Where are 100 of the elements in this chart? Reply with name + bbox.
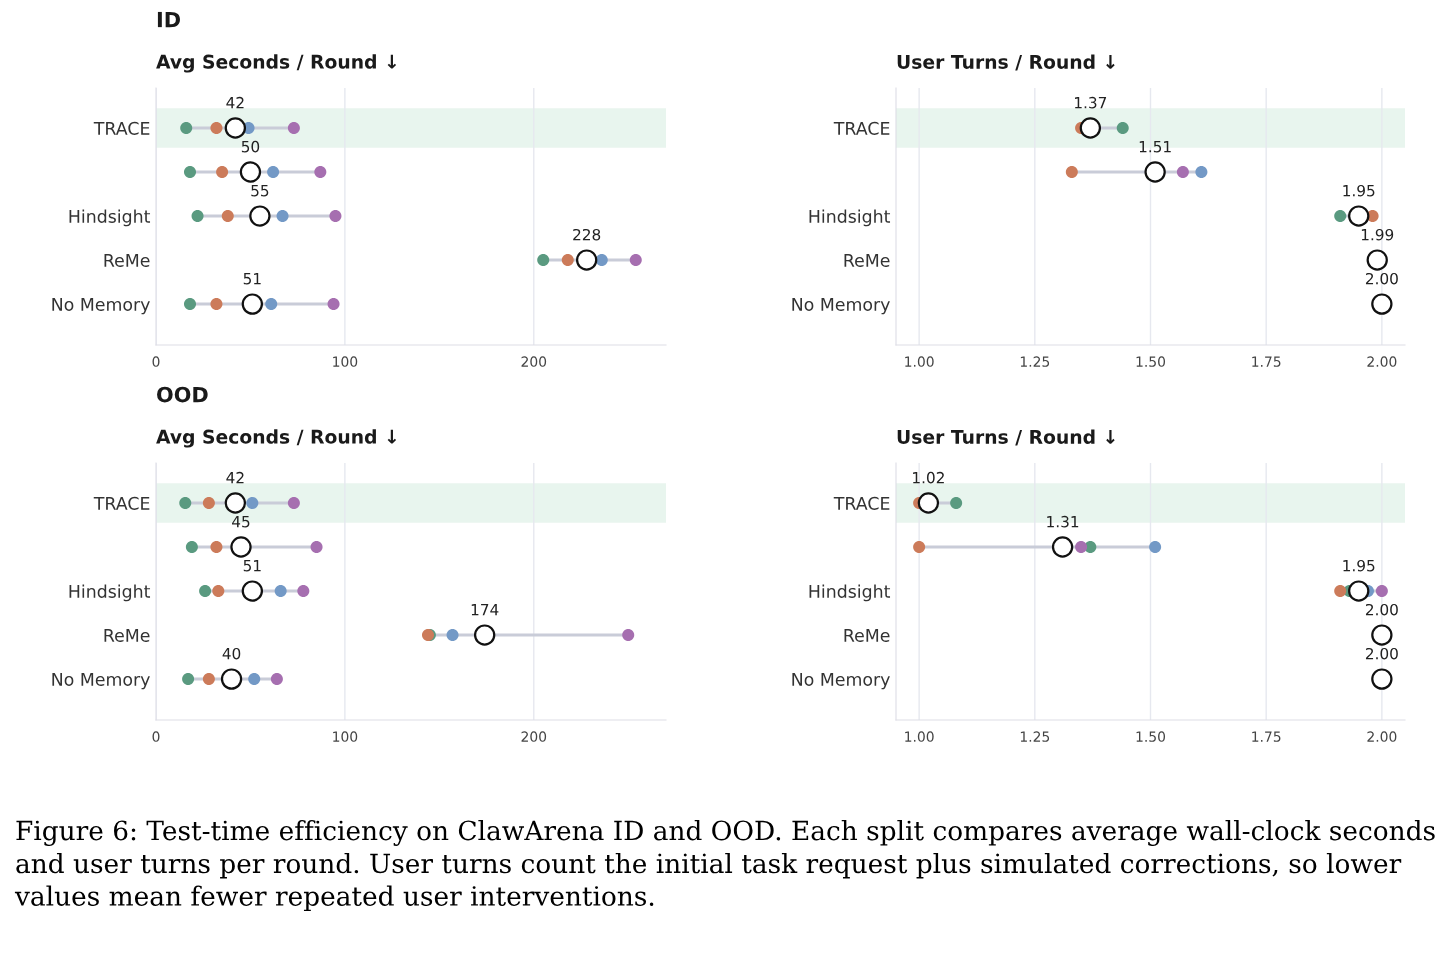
data-label: 2.00 xyxy=(1365,272,1398,285)
data-label: 42 xyxy=(226,96,244,109)
point xyxy=(220,668,243,690)
point xyxy=(1371,624,1393,646)
data-label: 50 xyxy=(241,140,260,153)
point xyxy=(287,497,300,510)
point xyxy=(1371,668,1393,690)
point xyxy=(202,673,215,686)
point xyxy=(314,166,327,179)
y-tick-label: Hindsight xyxy=(809,209,891,227)
point xyxy=(1371,293,1393,315)
x-tick-label: 200 xyxy=(521,356,547,367)
data-label: 1.02 xyxy=(913,471,944,484)
data-label: 1.51 xyxy=(1139,141,1171,153)
point xyxy=(629,254,642,267)
caption: Figure 6: Test-time efficiency on ClawArena ID and OOD. Each split compares average wall-clock seconds and user turns per round. User turns count the initial task request plus simulated corrections, so lower values mean fewer repeated user interventions. xyxy=(14,820,1435,912)
point xyxy=(210,298,223,311)
point xyxy=(241,580,264,602)
chart-title: OOD xyxy=(157,386,208,403)
point xyxy=(216,166,229,179)
point xyxy=(329,210,342,223)
point xyxy=(1348,580,1370,602)
point xyxy=(267,166,280,179)
point xyxy=(182,673,195,686)
point xyxy=(1348,205,1370,227)
x-tick-label: 1.00 xyxy=(905,356,934,367)
point xyxy=(246,497,259,510)
data-label: 228 xyxy=(573,228,601,241)
point xyxy=(287,122,300,135)
y-tick-label: ReMe xyxy=(844,629,890,642)
point xyxy=(575,249,598,271)
x-tick-label: 1.75 xyxy=(1252,356,1281,367)
x-tick-label: 0 xyxy=(152,731,160,742)
data-label: 45 xyxy=(232,516,250,528)
y-tick-label: ReMe xyxy=(104,254,150,267)
point xyxy=(239,161,262,183)
data-label: 1.99 xyxy=(1361,228,1394,241)
point xyxy=(249,205,271,227)
x-tick-label: 1.25 xyxy=(1020,731,1050,742)
data-label: 40 xyxy=(222,647,241,660)
point xyxy=(221,210,234,223)
data-label: 2.00 xyxy=(1365,603,1398,616)
point xyxy=(276,210,289,223)
point xyxy=(212,585,225,598)
point xyxy=(446,629,459,642)
point xyxy=(913,541,926,554)
y-tick-label: TRACE xyxy=(833,121,890,135)
y-tick-label: TRACE xyxy=(93,121,150,135)
chart-subtitle: User Turns / Round ↓ xyxy=(897,429,1115,446)
y-tick-label: No Memory xyxy=(792,673,890,690)
data-label: 1.37 xyxy=(1075,96,1107,109)
x-tick-label: 2.00 xyxy=(1367,356,1397,367)
data-label: 2.00 xyxy=(1365,647,1398,660)
data-label: 51 xyxy=(243,560,261,572)
point xyxy=(950,497,963,510)
point xyxy=(1334,210,1347,223)
y-tick-label: No Memory xyxy=(792,298,890,315)
point xyxy=(1176,166,1189,179)
point xyxy=(224,492,247,514)
point xyxy=(191,210,204,223)
data-label: 1.95 xyxy=(1343,559,1375,572)
point xyxy=(210,122,223,135)
point xyxy=(622,629,635,642)
point xyxy=(185,541,198,554)
data-label: 42 xyxy=(226,471,244,484)
point xyxy=(1195,166,1208,179)
data-label: 51 xyxy=(243,273,261,285)
point xyxy=(1144,161,1166,183)
point xyxy=(297,585,310,598)
y-tick-label: No Memory xyxy=(52,298,150,315)
chart-title: ID xyxy=(157,11,180,28)
point xyxy=(310,541,323,554)
point xyxy=(270,673,283,686)
y-tick-label: TRACE xyxy=(833,496,890,510)
point xyxy=(1334,585,1347,598)
y-tick-label: No Memory xyxy=(52,673,150,690)
point xyxy=(183,298,197,311)
x-tick-label: 2.00 xyxy=(1367,731,1397,742)
point xyxy=(202,497,215,510)
point xyxy=(183,166,197,179)
point xyxy=(179,497,192,510)
x-tick-label: 1.50 xyxy=(1136,731,1166,742)
point xyxy=(1065,166,1078,179)
y-tick-label: ReMe xyxy=(104,629,150,642)
x-tick-label: 1.75 xyxy=(1252,731,1281,742)
point xyxy=(210,541,223,554)
x-tick-label: 1.00 xyxy=(905,731,934,742)
data-label: 1.31 xyxy=(1047,515,1079,528)
point xyxy=(224,117,247,139)
data-label: 174 xyxy=(471,604,499,616)
point xyxy=(1079,117,1102,139)
point xyxy=(473,624,496,646)
point xyxy=(561,254,574,267)
point xyxy=(274,585,287,598)
x-tick-label: 200 xyxy=(521,731,547,742)
x-tick-label: 1.50 xyxy=(1136,356,1166,367)
point xyxy=(1051,536,1074,558)
point xyxy=(1075,541,1088,554)
point xyxy=(1116,122,1129,135)
x-tick-label: 0 xyxy=(152,356,160,367)
